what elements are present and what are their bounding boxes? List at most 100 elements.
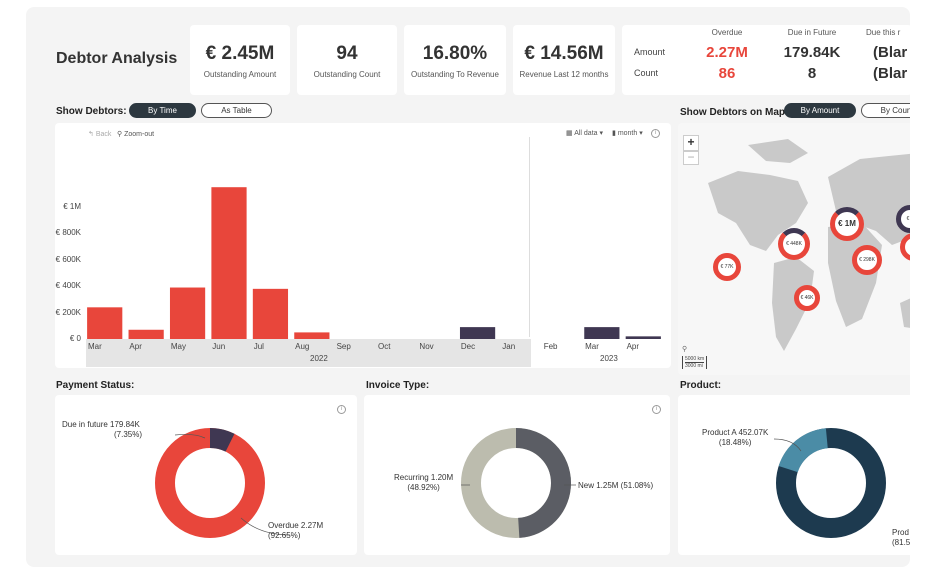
bar[interactable]: [87, 307, 123, 339]
x-tick-label: Oct: [378, 342, 391, 351]
y-tick-label: € 400K: [55, 281, 81, 291]
col-header-due-future: Due in Future: [787, 28, 837, 37]
bar[interactable]: [252, 288, 289, 339]
info-icon[interactable]: i: [337, 405, 346, 414]
donut-slice-overdue[interactable]: [155, 428, 265, 538]
year-divider: [529, 137, 530, 337]
donut-slice-product-b[interactable]: [776, 428, 886, 538]
kpi-value: 16.80%: [422, 43, 488, 64]
kpi-label: Outstanding Count: [313, 70, 381, 79]
show-debtors-label: Show Debtors:: [56, 106, 127, 117]
product-b-label: Prod (81.5: [892, 528, 910, 547]
x-tick-label: May: [170, 342, 186, 351]
x-tick-label: Mar: [88, 342, 102, 351]
map-bubble[interactable]: € 5: [896, 205, 910, 233]
kpi-value: € 14.56M: [524, 43, 604, 64]
bar-chart-icon: ▮: [612, 130, 616, 137]
year-label-2023: 2023: [600, 354, 618, 363]
kpi-card-revenue-12m: € 14.56M Revenue Last 12 months: [513, 25, 615, 95]
x-tick-label: Feb: [543, 342, 558, 351]
leader-line: [174, 434, 206, 439]
kpi-card-outstanding-to-revenue: 16.80% Outstanding To Revenue: [404, 25, 506, 95]
world-map: [708, 139, 910, 351]
kpi-label: Revenue Last 12 months: [519, 70, 609, 79]
y-tick-label: € 600K: [55, 254, 81, 264]
year-band-2022: [86, 339, 531, 367]
kpi-card-outstanding-amount: € 2.45M Outstanding Amount: [190, 25, 290, 95]
row-label-count: Count: [634, 68, 659, 78]
x-tick-label: Nov: [419, 342, 434, 351]
all-data-dropdown[interactable]: ▦ All data ▾: [566, 130, 604, 137]
by-count-toggle[interactable]: By Coun: [861, 103, 910, 118]
location-pin-icon: ⚲: [682, 346, 688, 353]
invoice-type-title: Invoice Type:: [366, 380, 430, 391]
product-title: Product:: [680, 380, 722, 391]
calendar-icon: ▦: [566, 130, 573, 137]
bar[interactable]: [625, 336, 661, 339]
x-tick-label: Sep: [336, 342, 351, 351]
zoom-out-map-button[interactable]: −: [683, 151, 699, 165]
map-label: Show Debtors on Map:: [680, 107, 789, 118]
x-tick-label: Jul: [253, 342, 264, 351]
by-time-toggle[interactable]: By Time: [129, 103, 196, 118]
map-bubble[interactable]: € 448K: [778, 228, 810, 260]
info-icon[interactable]: i: [652, 405, 661, 414]
donut-slice-recurring[interactable]: [461, 428, 571, 538]
new-label: New 1.25M (51.08%): [578, 481, 654, 490]
overdue-summary-card: Amount Count Overdue 2.27M 86 Due in Fut…: [622, 25, 910, 95]
year-label-2022: 2022: [310, 354, 328, 363]
leader-line: [773, 438, 802, 452]
due-future-amount: 179.84K: [783, 44, 841, 61]
kpi-value: € 2.45M: [205, 43, 275, 64]
due-future-label: Due in future 179.84K (7.35%): [62, 420, 143, 439]
product-donut: [773, 428, 886, 538]
y-tick-label: € 0: [69, 334, 81, 343]
x-tick-label: Apr: [626, 342, 640, 351]
bar[interactable]: [459, 327, 496, 339]
y-tick-label: € 1M: [63, 202, 81, 211]
kpi-label: Outstanding Amount: [203, 70, 277, 79]
payment-status-donut: [155, 428, 291, 538]
magnifier-icon: ⚲: [117, 131, 123, 138]
by-amount-toggle[interactable]: By Amount: [784, 103, 856, 118]
due-this-amount: (Blar: [873, 44, 908, 61]
back-button[interactable]: ↰ Back: [88, 131, 112, 138]
overdue-label: Overdue 2.27M (92.65%): [268, 521, 324, 540]
x-tick-label: Apr: [129, 342, 142, 351]
debtors-time-chart-card: ↰ Back ⚲ Zoom-out ▦ All data ▾ ▮ month ▾…: [55, 123, 671, 368]
due-this-count: (Blar: [873, 65, 908, 82]
map-bubble[interactable]: € 46K: [794, 285, 820, 311]
x-tick-label: Aug: [295, 342, 310, 351]
product-a-label: Product A 452.07K (18.48%): [702, 428, 769, 447]
as-table-toggle[interactable]: As Table: [201, 103, 272, 118]
zoom-out-button[interactable]: ⚲ Zoom-out: [117, 131, 155, 138]
bar[interactable]: [584, 327, 620, 339]
leader-line: [240, 517, 291, 536]
invoice-type-donut: [461, 428, 576, 538]
x-tick-label: Jun: [212, 342, 226, 351]
land-masses: [708, 139, 910, 351]
bar[interactable]: [128, 329, 164, 339]
overdue-amount: 2.27M: [706, 44, 748, 61]
info-icon[interactable]: i: [651, 129, 660, 138]
map-bubble[interactable]: € 1M: [830, 207, 864, 241]
donut-slice-due-future[interactable]: [155, 428, 265, 538]
granularity-dropdown[interactable]: ▮ month ▾: [612, 130, 643, 137]
map-bubble[interactable]: € 298K: [852, 245, 882, 275]
bar-chart: [87, 187, 661, 339]
invoice-type-card: i Recurring 1.20M (48.92%) New 1.25M (51…: [364, 395, 670, 555]
bar[interactable]: [294, 332, 330, 339]
kpi-value: 94: [336, 43, 358, 64]
map-bubble[interactable]: € 77K: [713, 253, 741, 281]
x-tick-label: Jan: [502, 342, 516, 351]
debtors-map[interactable]: + − € 1M € 448K € 298K € 77K € 46K € 5 €…: [678, 123, 910, 375]
recurring-label: Recurring 1.20M (48.92%): [394, 473, 454, 492]
zoom-in-button[interactable]: +: [683, 135, 699, 151]
col-header-due-this: Due this r: [866, 28, 901, 37]
x-tick-label: Mar: [585, 342, 599, 351]
due-future-count: 8: [807, 65, 817, 82]
payment-status-title: Payment Status:: [56, 380, 135, 391]
bar[interactable]: [169, 287, 206, 339]
bar[interactable]: [211, 187, 247, 339]
col-header-overdue: Overdue: [711, 28, 743, 37]
